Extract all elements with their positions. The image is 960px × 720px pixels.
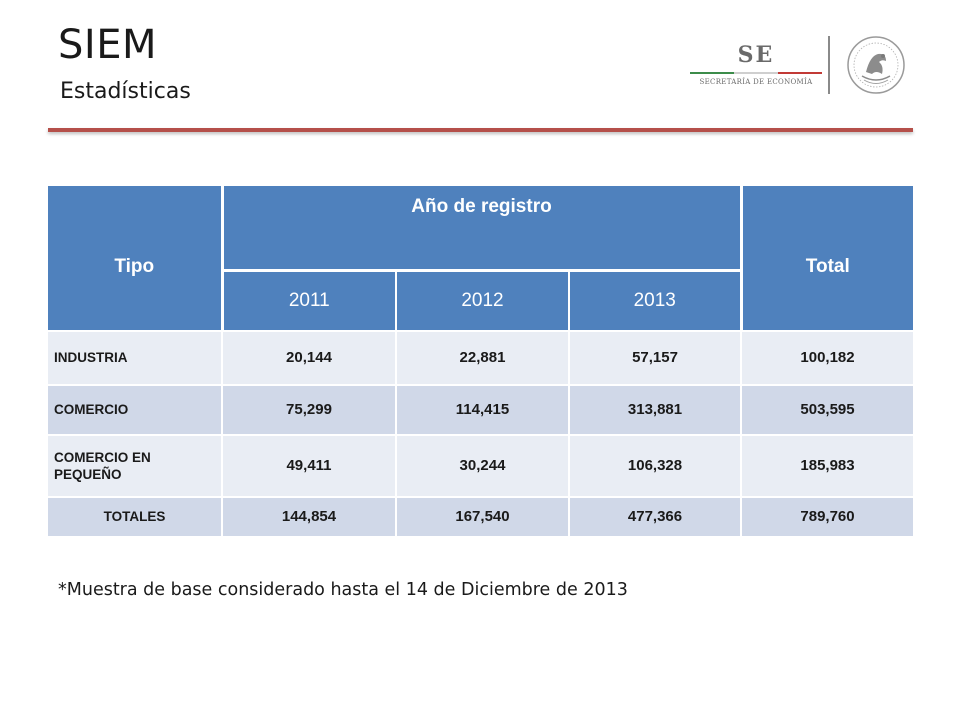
column-header-tipo: Tipo <box>48 186 224 331</box>
table-cell-total: 503,595 <box>740 383 914 435</box>
table-row-totals: TOTALES 144,854 167,540 477,366 789,760 <box>48 495 914 536</box>
coat-of-arms-seal-icon <box>842 34 910 96</box>
table-cell: 313,881 <box>567 383 742 435</box>
row-label: TOTALES <box>48 495 222 536</box>
column-header-year: 2012 <box>395 270 569 331</box>
table-cell: 22,881 <box>395 329 569 385</box>
column-header-year-group: Año de registro <box>222 186 742 272</box>
table-cell-total: 789,760 <box>740 495 914 536</box>
table-cell: 114,415 <box>395 383 569 435</box>
se-logo: SE SECRETARÍA DE ECONOMÍA <box>686 40 826 96</box>
table-row: COMERCIO EN PEQUEÑO 49,411 30,244 106,32… <box>48 433 914 497</box>
table-cell: 477,366 <box>567 495 742 536</box>
table-row: COMERCIO 75,299 114,415 313,881 503,595 <box>48 383 914 435</box>
se-logo-green-bar <box>690 72 734 74</box>
table-cell: 49,411 <box>221 433 396 497</box>
table-cell: 20,144 <box>221 329 396 385</box>
row-label: COMERCIO <box>48 383 222 435</box>
se-logo-letters: SE <box>737 42 775 68</box>
table-cell: 57,157 <box>567 329 742 385</box>
row-label: COMERCIO EN PEQUEÑO <box>48 433 222 497</box>
table-cell-total: 185,983 <box>740 433 914 497</box>
column-header-total: Total <box>739 186 914 331</box>
table-cell-total: 100,182 <box>740 329 914 385</box>
se-logo-name: SECRETARÍA DE ECONOMÍA <box>699 78 813 86</box>
table-cell: 75,299 <box>221 383 396 435</box>
column-header-year: 2011 <box>222 270 396 331</box>
se-logo-red-bar <box>778 72 822 74</box>
table-cell: 30,244 <box>395 433 569 497</box>
footnote: *Muestra de base considerado hasta el 14… <box>58 580 628 600</box>
header-divider <box>48 128 913 132</box>
statistics-table: Tipo Año de registro Total 2011 2012 201… <box>48 186 914 536</box>
row-label: INDUSTRIA <box>48 329 222 385</box>
page-title: SIEM <box>58 22 157 68</box>
se-logo-white-bar <box>734 72 778 74</box>
column-header-year: 2013 <box>567 270 743 331</box>
page-subtitle: Estadísticas <box>60 79 191 104</box>
logo-separator <box>828 36 830 94</box>
table-cell: 144,854 <box>221 495 396 536</box>
table-row: INDUSTRIA 20,144 22,881 57,157 100,182 <box>48 329 914 385</box>
table-cell: 106,328 <box>567 433 742 497</box>
table-cell: 167,540 <box>395 495 569 536</box>
